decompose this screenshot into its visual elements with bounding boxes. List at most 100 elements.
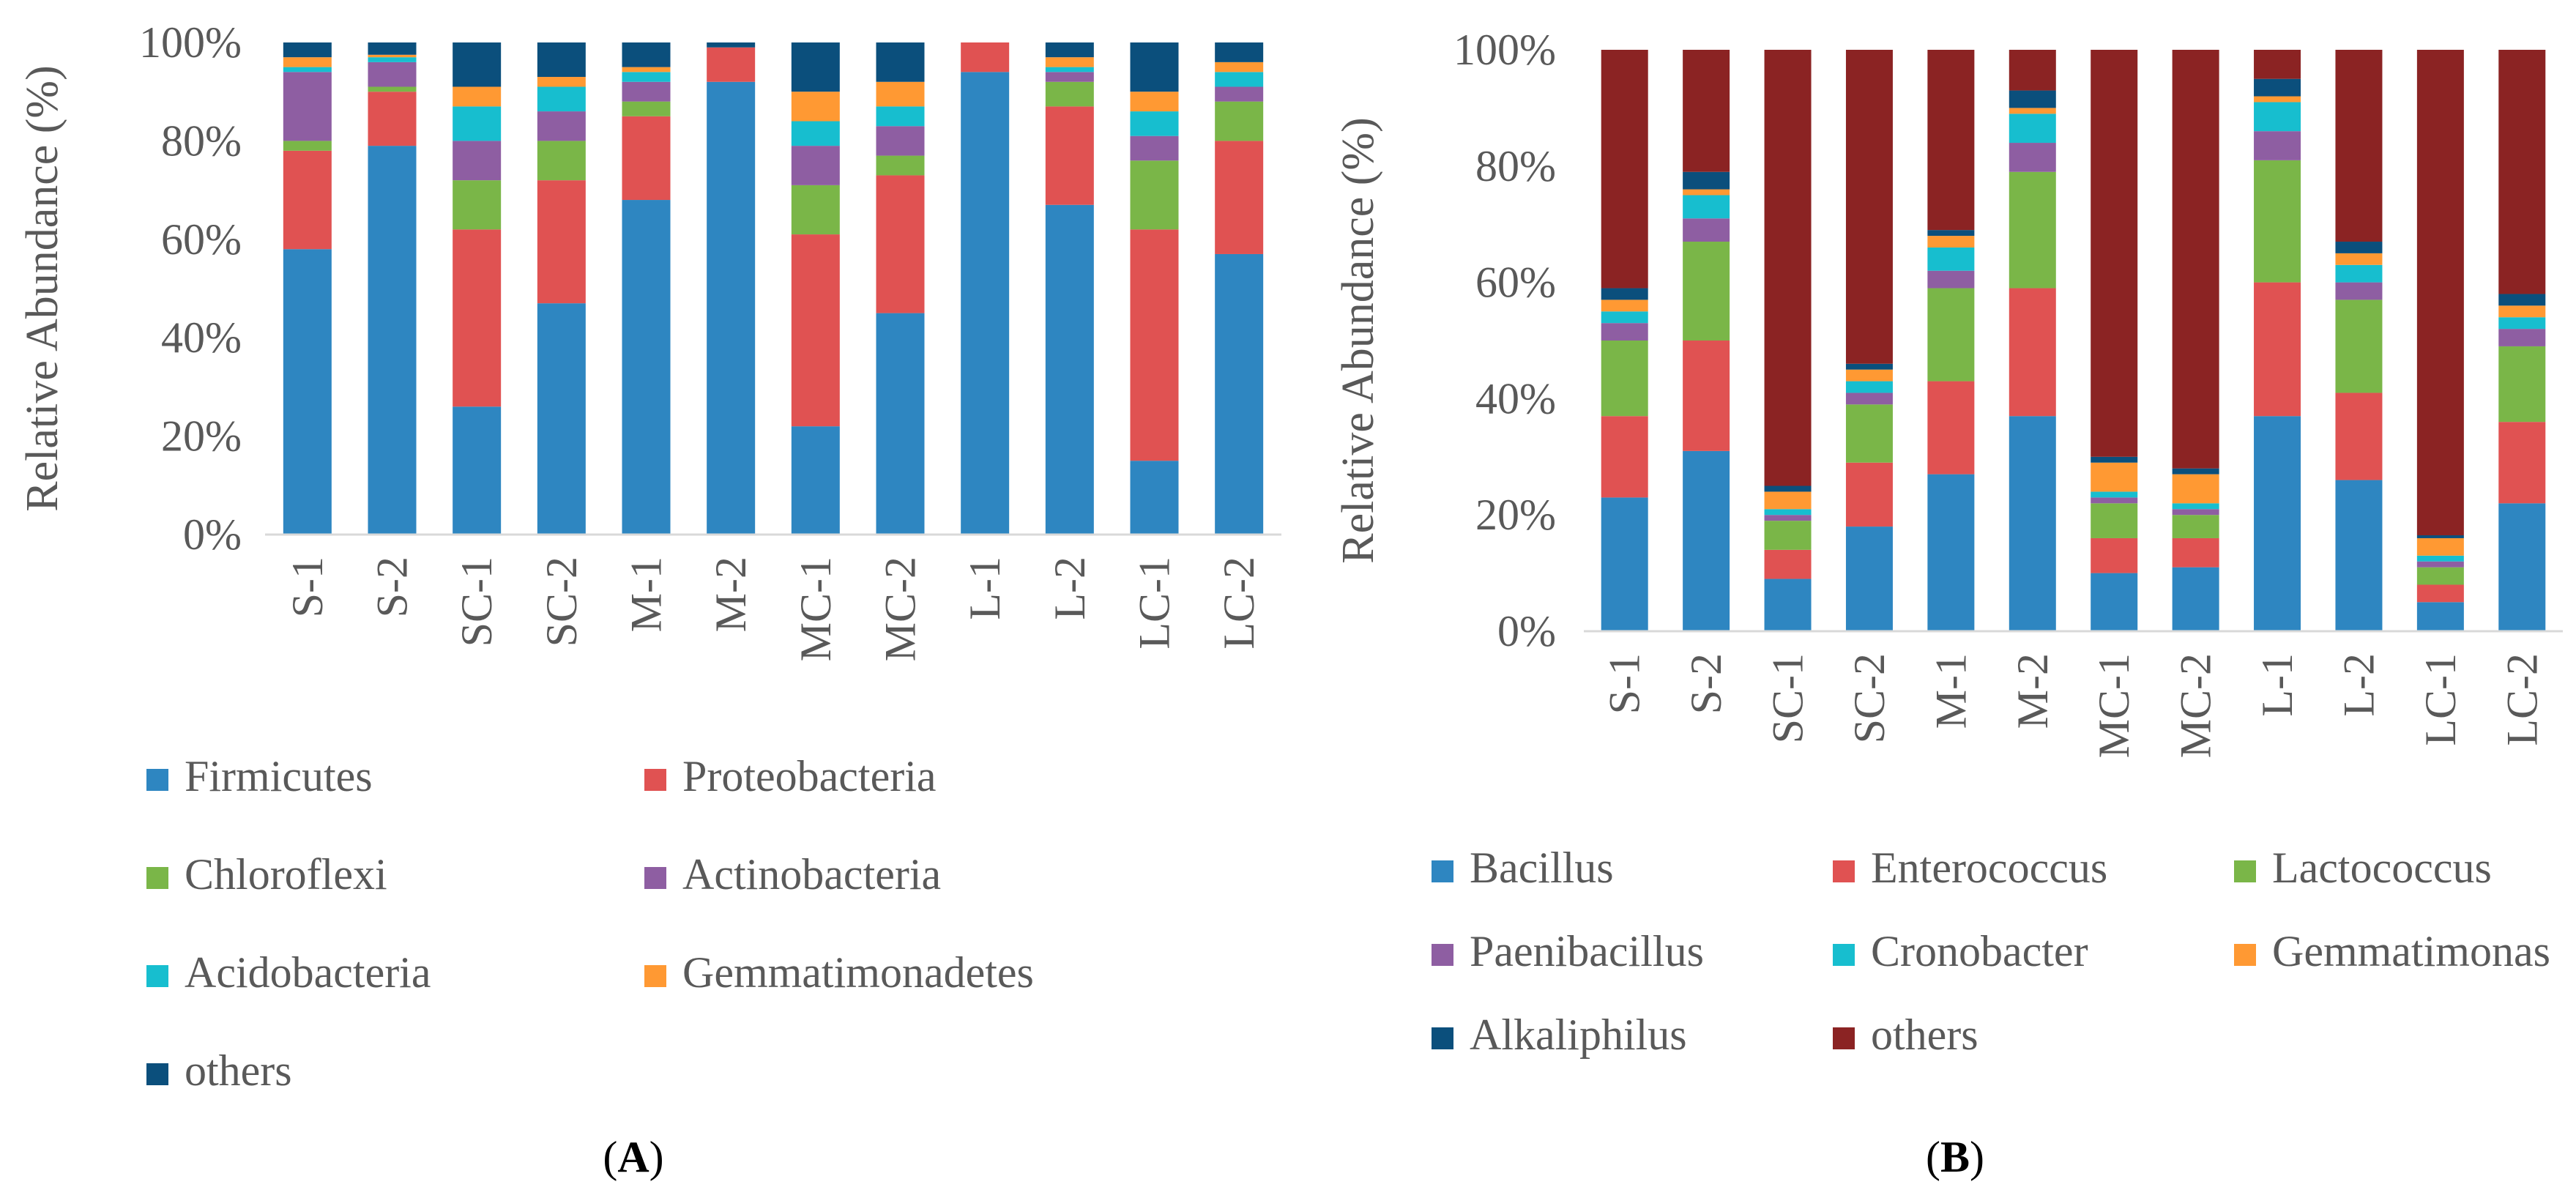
bar-segment-m-2-cronobacter — [2009, 114, 2056, 144]
bar-segment-m-2-proteobacteria — [707, 47, 756, 82]
bar-segment-lc-1-others — [2416, 50, 2464, 535]
bar-segment-l-2-others — [2335, 50, 2383, 242]
x-tick-label: L-2 — [2334, 653, 2383, 717]
bar-segment-lc-2-gemmatimonadetes — [1215, 62, 1264, 72]
bar-segment-sc-1-acidobacteria — [453, 106, 502, 141]
legend-swatch — [644, 769, 666, 791]
legend-swatch — [644, 965, 666, 987]
bar-segment-lc-1-lactococcus — [2416, 567, 2464, 585]
bar-segment-s-2-acidobacteria — [368, 57, 417, 62]
legend-label: Bacillus — [1470, 844, 1614, 892]
x-tick-label: SC-1 — [1764, 653, 1812, 743]
bar-segment-sc-1-paenibacillus — [1764, 515, 1812, 521]
bar-segment-m-1-gemmatimonadetes — [622, 67, 671, 72]
legend-label: Cronobacter — [1871, 927, 2088, 975]
bar-segment-l-1-lactococcus — [2254, 160, 2301, 283]
bar-segment-sc-1-gemmatimonas — [1764, 491, 1812, 510]
bar-segment-s-2-actinobacteria — [368, 62, 417, 87]
bar-segment-s-1-alkaliphilus — [1601, 288, 1648, 300]
bar-segment-mc-1-lactococcus — [2091, 503, 2138, 538]
legend-swatch — [1833, 1027, 1855, 1049]
bar-segment-lc-2-others — [1215, 42, 1264, 62]
legend-swatch — [1432, 860, 1453, 882]
bar-segment-sc-1-others — [1764, 50, 1812, 486]
bar-segment-sc-1-lactococcus — [1764, 521, 1812, 550]
bar-segment-mc-2-others — [2172, 50, 2219, 469]
legend-label: Acidobacteria — [185, 948, 431, 997]
bar-segment-s-2-enterococcus — [1683, 341, 1730, 451]
legend-label: Chloroflexi — [185, 850, 387, 898]
bar-segment-sc-1-firmicutes — [453, 406, 502, 535]
bar-segment-s-2-firmicutes — [368, 146, 417, 535]
bar-segment-mc-1-bacillus — [2091, 573, 2138, 631]
bar-segment-lc-2-bacillus — [2498, 503, 2546, 631]
bar-segment-sc-2-proteobacteria — [537, 180, 586, 304]
legend-label: others — [1871, 1011, 1978, 1059]
bar-segment-l-1-gemmatimonas — [2254, 96, 2301, 103]
legend-label: Gemmatimonas — [2272, 927, 2550, 975]
bar-segment-mc-1-actinobacteria — [791, 146, 840, 185]
bar-segment-lc-2-gemmatimonas — [2498, 305, 2546, 318]
bar-segment-sc-2-gemmatimonadetes — [537, 77, 586, 87]
bar-segment-m-1-actinobacteria — [622, 81, 671, 102]
bar-segment-l-2-others — [1045, 42, 1094, 58]
bar-segment-l-1-firmicutes — [961, 72, 1010, 535]
legend-swatch — [146, 867, 168, 889]
legend-swatch — [644, 867, 666, 889]
bar-segment-mc-2-gemmatimonadetes — [876, 81, 925, 107]
bar-segment-mc-2-bacillus — [2172, 567, 2219, 631]
bar-segment-s-2-bacillus — [1683, 450, 1730, 631]
bar-segment-sc-1-actinobacteria — [453, 141, 502, 181]
x-tick-label: LC-2 — [2498, 653, 2546, 746]
x-tick-label: S-1 — [1601, 653, 1649, 714]
legend-swatch — [146, 1063, 168, 1085]
bar-segment-s-1-chloroflexi — [283, 141, 332, 151]
panel-letter: B — [1940, 1133, 1970, 1181]
bar-segment-mc-2-others — [876, 42, 925, 82]
bar-segment-mc-2-enterococcus — [2172, 537, 2219, 568]
legend-label: Enterococcus — [1871, 844, 2107, 892]
legend-swatch — [2234, 944, 2256, 966]
x-tick-label: MC-1 — [792, 557, 840, 661]
bar-segment-sc-2-gemmatimonas — [1845, 369, 1893, 382]
bar-segment-s-1-proteobacteria — [283, 150, 332, 250]
x-tick-label: M-2 — [707, 557, 755, 632]
legend-swatch — [1432, 944, 1453, 966]
bar-segment-s-2-cronobacter — [1683, 195, 1730, 219]
bar-segment-lc-1-bacillus — [2416, 602, 2464, 631]
bar-segment-lc-1-others — [1130, 42, 1179, 92]
x-tick-label: L-1 — [961, 557, 1009, 620]
bar-segment-s-1-others — [283, 42, 332, 58]
bar-segment-mc-1-gemmatimonadetes — [791, 92, 840, 122]
bar-segment-lc-1-proteobacteria — [1130, 229, 1179, 461]
legend-label: Actinobacteria — [682, 850, 941, 898]
bar-segment-s-1-actinobacteria — [283, 72, 332, 141]
bar-segment-l-2-chloroflexi — [1045, 81, 1094, 107]
legend-label: Lactococcus — [2272, 844, 2492, 892]
bar-segment-m-1-enterococcus — [1927, 381, 1975, 475]
bar-segment-l-2-bacillus — [2335, 480, 2383, 631]
bar-segment-m-1-others — [1927, 50, 1975, 231]
legend-label: Proteobacteria — [682, 752, 937, 800]
bar-segment-lc-2-others — [2498, 50, 2546, 294]
x-tick-label: MC-2 — [876, 557, 925, 661]
bar-segment-mc-2-gemmatimonas — [2172, 474, 2219, 504]
bar-segment-l-1-paenibacillus — [2254, 131, 2301, 160]
bar-segment-lc-2-lactococcus — [2498, 346, 2546, 423]
bar-segment-mc-1-others — [791, 42, 840, 92]
x-tick-label: MC-2 — [2172, 653, 2220, 758]
bar-segment-m-2-lactococcus — [2009, 171, 2056, 289]
bar-segment-s-1-bacillus — [1601, 497, 1648, 631]
bar-segment-l-2-actinobacteria — [1045, 72, 1094, 82]
bar-segment-s-1-gemmatimonadetes — [283, 57, 332, 67]
panel-label: (B) — [1926, 1133, 1984, 1181]
bar-segment-m-1-gemmatimonas — [1927, 236, 1975, 248]
bar-segment-mc-2-chloroflexi — [876, 155, 925, 176]
bar-segment-m-1-lactococcus — [1927, 288, 1975, 382]
bar-segment-l-2-paenibacillus — [2335, 282, 2383, 300]
bar-segment-mc-1-proteobacteria — [791, 234, 840, 427]
bar-segment-s-1-firmicutes — [283, 249, 332, 535]
bar-segment-sc-2-lactococcus — [1845, 404, 1893, 463]
y-axis-label: Relative Abundance (%) — [18, 65, 67, 511]
bar-segment-mc-2-firmicutes — [876, 313, 925, 535]
